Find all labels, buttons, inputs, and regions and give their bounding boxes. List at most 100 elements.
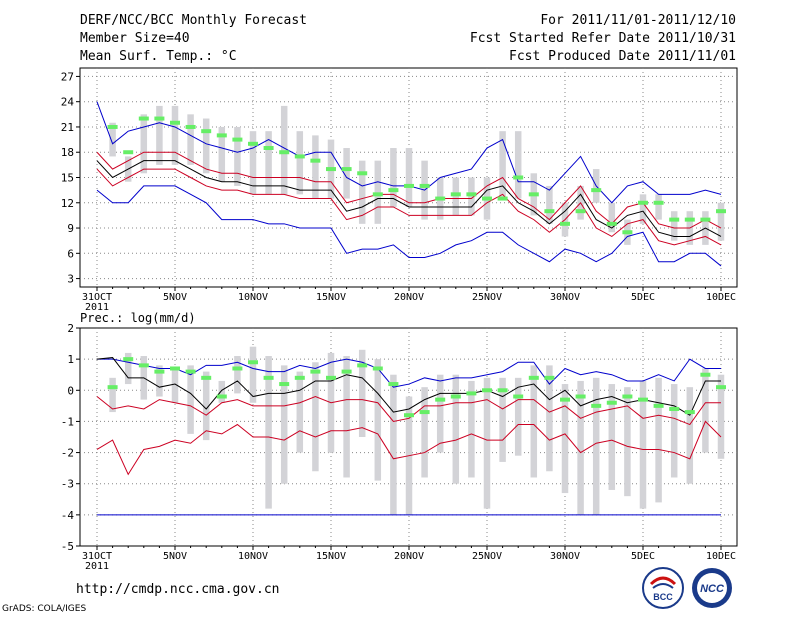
temp-y-tick-label: 18 [61,146,74,159]
prec-observed-mark [466,391,477,396]
temp-observed-mark [372,192,383,197]
temp-x-tick-label: 10DEC [706,292,736,303]
temp-observed-mark [154,116,165,121]
prec-x-tick-label: 15NOV [316,551,346,562]
temp-observed-mark [684,217,695,222]
temp-observed-mark [528,192,539,197]
temp-y-tick-label: 3 [67,273,74,286]
temp-member-bar [280,105,288,195]
prec-y-tick-label: -3 [61,478,74,491]
temp-member-bar [140,114,148,174]
temp-member-bar [156,105,163,165]
temp-observed-mark [575,209,586,214]
temp-x-tick-label: 5DEC [631,292,655,303]
prec-observed-mark [435,397,446,402]
temp-observed-mark [185,124,196,129]
prec-member-bar [249,346,257,403]
temp-series-lower-spread [96,168,722,246]
prec-observed-mark [575,394,586,399]
temp-observed-mark [279,150,290,155]
chart-title: DERF/NCC/BCC Monthly Forecast [80,13,307,28]
temp-y-tick-label: 15 [61,172,74,185]
prec-observed-mark [716,385,726,390]
prec-x-tick-sublabel: 2011 [85,561,109,572]
prec-observed-mark [606,400,617,405]
temp-member-bar [312,135,319,199]
prec-observed-mark [700,372,711,377]
temp-member-bar [514,131,522,199]
prec-observed-mark [528,375,539,380]
prec-member-bar [374,359,382,481]
temp-observed-mark [263,146,274,151]
prec-observed-mark [185,369,196,374]
temp-observed-mark [170,120,180,125]
temp-member-bar [249,131,257,195]
temp-observed-mark [357,171,368,176]
prec-member-bar [483,377,491,509]
prec-member-bar [655,377,662,503]
prec-member-bar [592,377,600,515]
temp-observed-mark [497,196,508,201]
temp-member-bar [171,105,179,165]
temp-observed-mark [404,183,414,188]
prec-observed-mark [232,366,243,371]
temp-observed-mark [450,192,461,197]
temp-member-bar [452,177,460,216]
prec-observed-mark [653,403,664,408]
temp-y-tick-label: 9 [67,222,74,235]
prec-observed-mark [497,388,508,393]
temp-x-tick-label: 5NOV [163,292,187,303]
temp-member-bar [655,194,662,220]
prec-observed-mark [248,360,258,365]
temp-observed-mark [591,188,602,193]
temp-observed-mark [294,154,305,159]
prec-observed-mark [107,385,118,390]
temp-observed-mark [716,209,726,214]
prec-observed-mark [638,397,648,402]
temp-member-bar [202,118,210,174]
temp-observed-mark [310,158,321,163]
prec-member-bar [499,377,506,462]
temp-member-bar [234,126,241,186]
temp-observed-mark [201,129,212,134]
prec-observed-mark [419,410,430,415]
temp-observed-mark [248,141,258,146]
temp-observed-mark [606,221,617,226]
prec-member-bar [124,352,132,385]
temp-observed-mark [638,200,648,205]
prec-member-bar [530,365,538,478]
prec-x-tick-label: 31OCT [82,551,112,562]
temp-observed-mark [466,192,477,197]
prec-series-upper-spread [96,395,721,426]
prec-y-tick-label: 1 [67,353,74,366]
temp-series-ensemble-min [96,185,722,267]
temp-observed-mark [482,196,492,201]
temp-x-tick-label: 15NOV [316,292,346,303]
refer-date: Fcst Started Refer Date 2011/10/31 [469,31,736,46]
temp-observed-mark [700,217,711,222]
temp-x-tick-label: 25NOV [472,292,502,303]
temp-observed-mark [419,183,430,188]
prec-x-tick-label: 20NOV [394,551,424,562]
prec-observed-mark [669,406,680,411]
temp-member-bar [265,131,272,195]
temp-series-upper-spread [96,151,722,229]
temp-y-tick-label: 24 [61,96,75,109]
ncc-logo-text: NCC [700,583,725,595]
prec-observed-mark [138,363,149,368]
temp-x-tick-label: 31OCT [82,292,112,303]
prec-member-bar [171,368,179,403]
prec-x-tick-label: 10NOV [238,551,268,562]
prec-observed-mark [450,394,461,399]
prec-member-bar [218,380,226,403]
temp-observed-mark [513,175,524,180]
prec-y-tick-label: 2 [67,322,74,335]
temp-x-tick-label: 30NOV [550,292,580,303]
prec-observed-mark [591,403,602,408]
prec-member-bar [639,380,647,509]
prec-member-bar [265,356,272,509]
prec-observed-mark [684,410,695,415]
prec-member-bar [686,387,694,484]
temp-member-bar [546,185,553,224]
temp-y-tick-label: 27 [61,70,74,83]
